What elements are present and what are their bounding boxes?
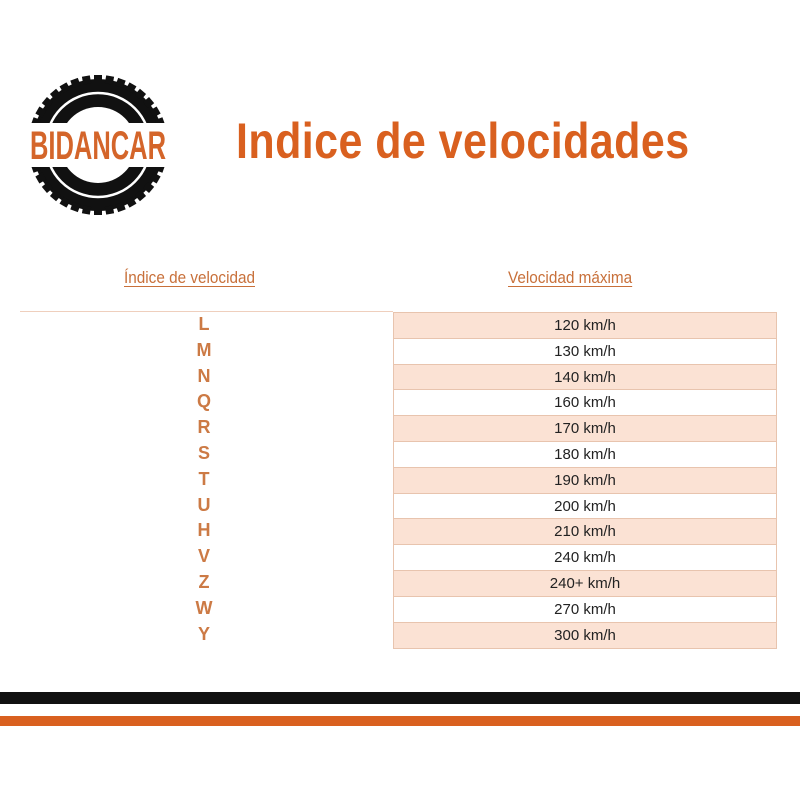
table-row: 180 km/h: [394, 442, 776, 468]
speed-index-letter: M: [196, 339, 212, 360]
speed-table: 120 km/h 130 km/h 140 km/h 160 km/h 170 km/h…: [393, 312, 777, 650]
table-row: 120 km/h: [394, 313, 776, 339]
speed-index-letter: N: [197, 365, 211, 386]
logo-text: BIDANCAR: [30, 124, 166, 168]
table-row: 210 km/h: [394, 519, 776, 546]
column-header-speed: Velocidad máxima: [508, 268, 633, 287]
table-row: 200 km/h: [394, 494, 776, 520]
speed-index-letter: S: [197, 442, 210, 463]
tire-icon: BIDANCAR: [28, 75, 168, 215]
speed-index-letter: L: [198, 314, 210, 334]
speed-index-letter: W: [195, 597, 213, 618]
bidancar-logo: BIDANCAR: [28, 70, 168, 220]
decorative-stripe-black: [0, 692, 800, 704]
column-header-index: Índice de velocidad: [124, 268, 255, 287]
table-row: 240+ km/h: [394, 570, 776, 597]
speed-index-letter: U: [197, 494, 211, 515]
decorative-stripe-orange: [0, 716, 800, 726]
speed-index-letter: Y: [197, 623, 210, 644]
speed-index-letter: Z: [198, 571, 210, 592]
table-row: 170 km/h: [394, 416, 776, 442]
table-row: 130 km/h: [394, 339, 776, 365]
table-row: 160 km/h: [394, 390, 776, 417]
table-row: 140 km/h: [394, 364, 776, 391]
speed-index-letter: R: [197, 417, 211, 438]
table-row: 300 km/h: [394, 622, 776, 649]
divider: [20, 311, 393, 312]
page-title: Indice de velocidades: [236, 113, 690, 169]
table-row: 270 km/h: [394, 597, 776, 623]
speed-index-letter: H: [197, 520, 211, 541]
speed-index-letter: Q: [196, 391, 211, 412]
table-row: 190 km/h: [394, 467, 776, 494]
speed-index-letter: V: [197, 546, 210, 567]
speed-index-letter: T: [198, 468, 210, 489]
table-row: 240 km/h: [394, 545, 776, 571]
